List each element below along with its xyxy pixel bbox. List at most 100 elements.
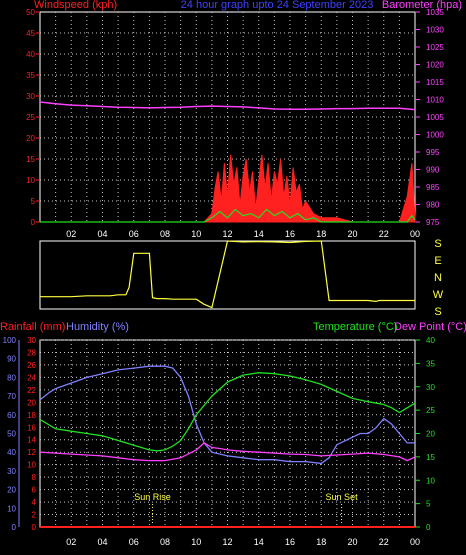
- windspeed-tick-label: 25: [26, 113, 35, 122]
- barometer-tick-label: 985: [426, 183, 440, 192]
- rainfall-tick-label: 8: [32, 473, 37, 482]
- rainfall-axis-title: Rainfall (mm): [0, 321, 65, 333]
- barometer-tick-label: 980: [426, 201, 440, 210]
- temperature-axis-title: Temperature (°C): [313, 321, 397, 333]
- humidity-tick-label: 50: [7, 430, 16, 439]
- temperature-line: [39, 372, 416, 452]
- temperature-tick-label: 35: [426, 359, 435, 368]
- rainfall-tick-label: 16: [27, 423, 36, 432]
- x-tick-label-lower: 02: [66, 537, 76, 547]
- temperature-tick-label: 30: [426, 383, 435, 392]
- x-tick-label-upper: 18: [316, 229, 326, 239]
- windspeed-axis-title: Windspeed (kph): [34, 0, 117, 11]
- barometer-tick-label: 1030: [426, 26, 444, 35]
- wind-direction-line: [40, 240, 415, 309]
- direction-label-e: E: [434, 255, 441, 267]
- rainfall-tick-label: 20: [27, 398, 36, 407]
- x-tick-label-lower: 10: [191, 537, 201, 547]
- x-tick-label-upper: 00: [410, 229, 420, 239]
- windspeed-tick-label: 30: [26, 92, 35, 101]
- x-tick-label-lower: 04: [97, 537, 107, 547]
- direction-label-w: W: [433, 289, 444, 301]
- direction-label-s-bottom: S: [434, 306, 441, 318]
- direction-panel-frame: [39, 240, 416, 310]
- barometer-tick-label: 1010: [426, 96, 444, 105]
- x-tick-label-upper: 12: [222, 229, 232, 239]
- windspeed-tick-label: 40: [26, 50, 35, 59]
- rainfall-tick-label: 10: [27, 461, 36, 470]
- humidity-tick-label: 20: [7, 486, 16, 495]
- x-tick-label-upper: 02: [66, 229, 76, 239]
- humidity-tick-label: 80: [7, 373, 16, 382]
- x-tick-label-lower: 14: [254, 537, 264, 547]
- humidity-tick-label: 90: [7, 355, 16, 364]
- rainfall-tick-label: 4: [32, 498, 37, 507]
- x-tick-label-upper: 14: [254, 229, 264, 239]
- windspeed-tick-label: 45: [26, 29, 35, 38]
- x-tick-label-lower: 06: [129, 537, 139, 547]
- rainfall-tick-label: 6: [32, 486, 37, 495]
- windspeed-tick-label: 5: [31, 197, 36, 206]
- x-tick-label-lower: 08: [160, 537, 170, 547]
- x-tick-label-upper: 04: [97, 229, 107, 239]
- barometer-tick-label: 995: [426, 148, 440, 157]
- humidity-tick-label: 60: [7, 411, 16, 420]
- windspeed-tick-label: 50: [26, 8, 35, 17]
- barometer-tick-label: 1015: [426, 78, 444, 87]
- humidity-tick-label: 40: [7, 448, 16, 457]
- barometer-tick-label: 1000: [426, 131, 444, 140]
- humidity-line: [39, 365, 415, 465]
- rainfall-tick-label: 14: [27, 436, 36, 445]
- direction-label-s-top: S: [434, 238, 441, 250]
- temperature-tick-label: 40: [426, 336, 435, 345]
- humidity-tick-label: 100: [3, 336, 17, 345]
- x-tick-label-lower: 00: [410, 537, 420, 547]
- barometer-tick-label: 975: [426, 218, 440, 227]
- temperature-tick-label: 25: [426, 406, 435, 415]
- temperature-tick-label: 5: [426, 500, 431, 509]
- humidity-tick-label: 0: [12, 523, 17, 532]
- dewpoint-axis-title: Dew Point (°C): [394, 321, 466, 333]
- temperature-tick-label: 15: [426, 453, 435, 462]
- humidity-tick-label: 70: [7, 392, 16, 401]
- barometer-axis-title: Barometer (hpa): [382, 0, 462, 11]
- windspeed-tick-label: 35: [26, 71, 35, 80]
- windspeed-tick-label: 15: [26, 155, 35, 164]
- temperature-tick-label: 20: [426, 430, 435, 439]
- x-tick-label-upper: 20: [347, 229, 357, 239]
- axis-layer: 0510152025303540455097598098599099510001…: [3, 8, 445, 547]
- x-tick-label-lower: 12: [222, 537, 232, 547]
- graph-title: 24 hour graph upto 24 September 2023: [181, 0, 374, 11]
- x-tick-label-upper: 22: [379, 229, 389, 239]
- direction-label-n: N: [434, 272, 442, 284]
- barometer-tick-label: 990: [426, 166, 440, 175]
- rainfall-tick-label: 0: [32, 523, 37, 532]
- x-tick-label-lower: 22: [379, 537, 389, 547]
- rainfall-tick-label: 24: [27, 373, 36, 382]
- x-tick-label-upper: 06: [129, 229, 139, 239]
- x-tick-label-upper: 16: [285, 229, 295, 239]
- series-layer: [39, 101, 416, 528]
- x-tick-label-lower: 16: [285, 537, 295, 547]
- x-tick-label-upper: 10: [191, 229, 201, 239]
- humidity-tick-label: 10: [7, 504, 16, 513]
- x-tick-label-lower: 20: [347, 537, 357, 547]
- temperature-tick-label: 10: [426, 476, 435, 485]
- barometer-tick-label: 1035: [426, 8, 444, 17]
- rainfall-tick-label: 26: [27, 361, 36, 370]
- barometer-line: [39, 101, 416, 111]
- rainfall-tick-label: 30: [27, 336, 36, 345]
- sunrise-label: Sun Rise: [134, 492, 171, 502]
- dewpoint-line: [39, 442, 416, 462]
- humidity-axis-title: Humidity (%): [66, 321, 129, 333]
- windspeed-tick-label: 10: [26, 176, 35, 185]
- x-tick-label-lower: 18: [316, 537, 326, 547]
- barometer-tick-label: 1005: [426, 113, 444, 122]
- rainfall-tick-label: 2: [32, 511, 37, 520]
- barometer-tick-label: 1025: [426, 43, 444, 52]
- windspeed-tick-label: 20: [26, 134, 35, 143]
- barometer-tick-label: 1020: [426, 61, 444, 70]
- x-tick-label-upper: 08: [160, 229, 170, 239]
- rainfall-tick-label: 22: [27, 386, 36, 395]
